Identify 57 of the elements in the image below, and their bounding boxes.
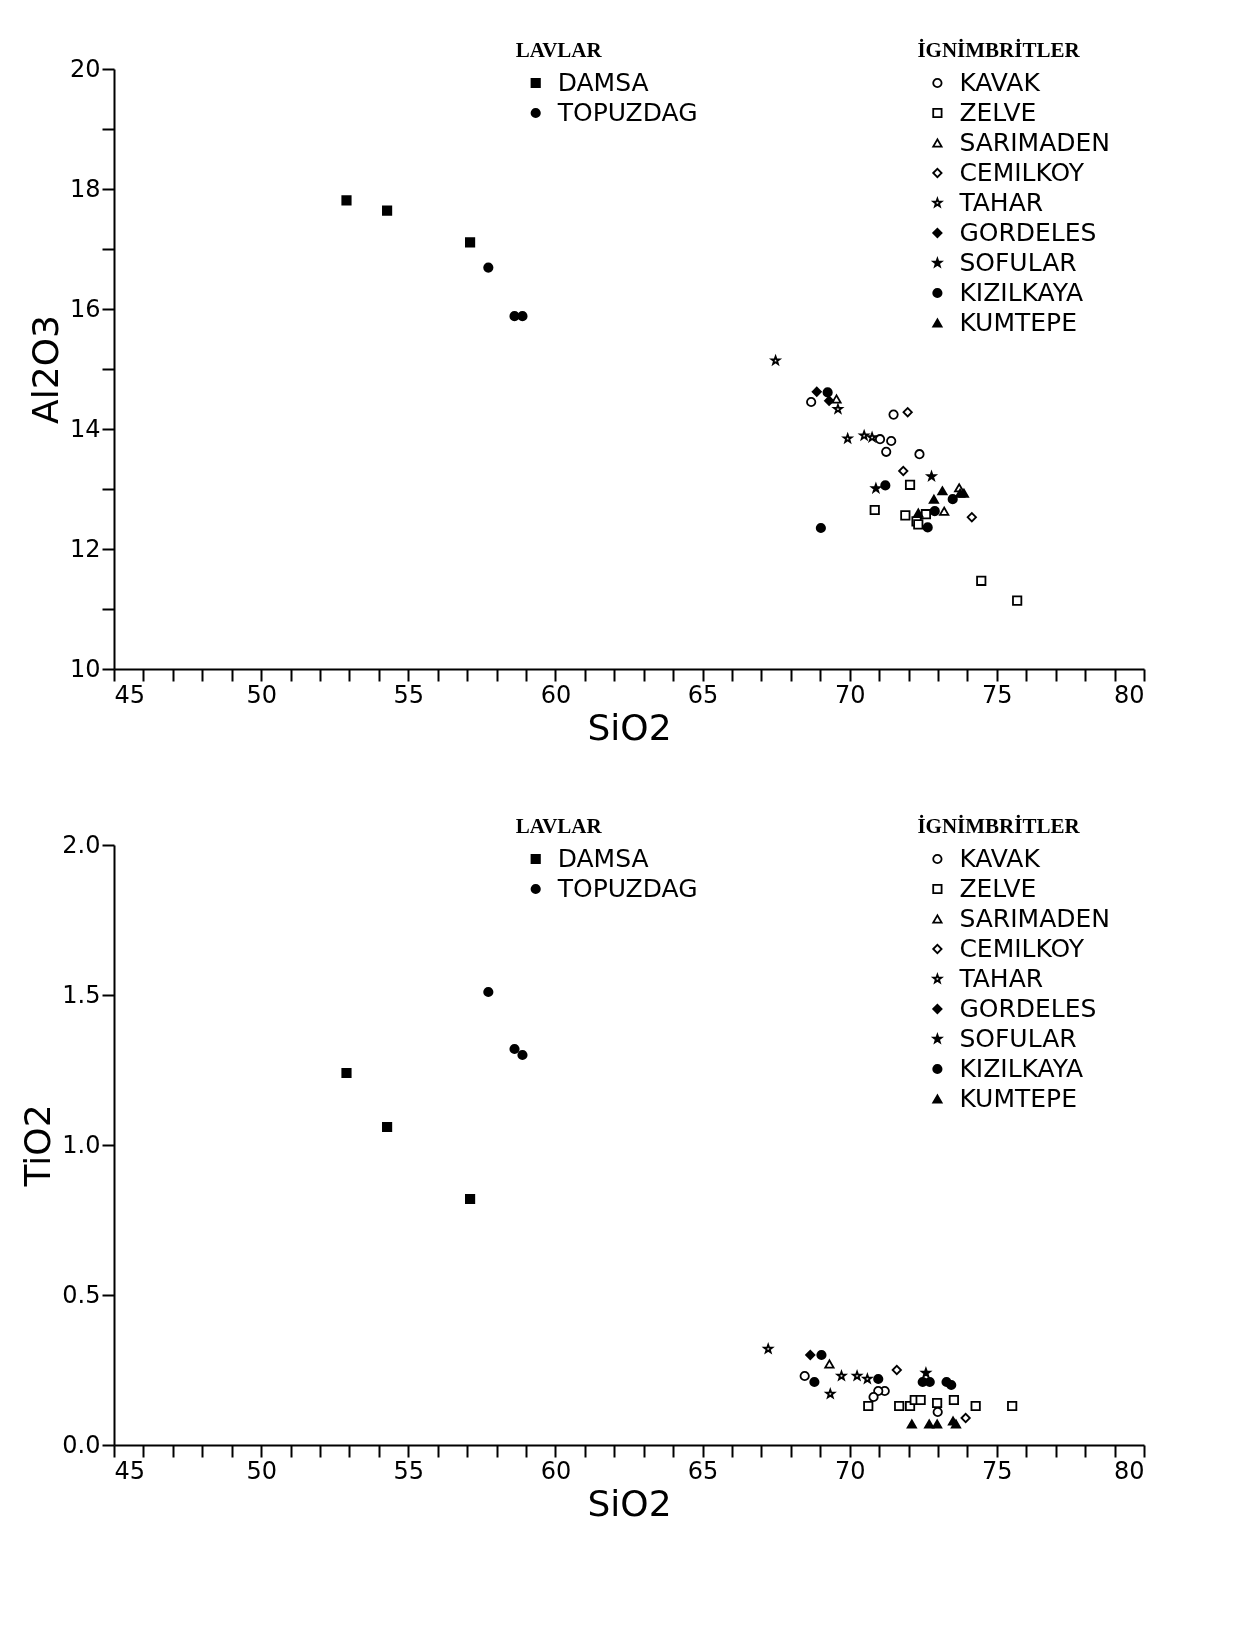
text: LAVLAR — [515, 38, 602, 62]
x-axis-title: SiO2 — [587, 706, 672, 748]
x-tick-label: 80 — [1113, 680, 1145, 709]
y-axis-title: Al2O3 — [24, 315, 66, 424]
x-axis-title: SiO2 — [587, 1482, 672, 1524]
text: LAVLAR — [515, 814, 602, 838]
x-tick-label: 70 — [834, 680, 866, 709]
x-tick-label: 75 — [982, 1456, 1013, 1485]
y-tick-label: 16 — [69, 294, 101, 323]
x-tick-label: 75 — [982, 680, 1013, 709]
x-tick-label: 65 — [687, 680, 719, 709]
y-tick-label: 0.0 — [62, 1430, 101, 1459]
legend-label: SARIMADEN — [959, 904, 1111, 933]
legend-label: ZELVE — [959, 874, 1037, 903]
legend-label: GORDELES — [959, 218, 1097, 247]
y-tick-label: 14 — [69, 414, 101, 443]
text: İGNİMBRİTLER — [917, 38, 1080, 62]
legend-label: TAHAR — [958, 964, 1044, 993]
x-tick-label: 60 — [540, 680, 572, 709]
legend-label: CEMILKOY — [959, 934, 1085, 963]
legend-label: CEMILKOY — [959, 158, 1085, 187]
x-tick-label: 50 — [246, 1456, 277, 1485]
x-tick-label: 80 — [1113, 1456, 1145, 1485]
y-tick-label: 1.5 — [62, 980, 101, 1009]
y-tick-label: 1.0 — [62, 1130, 101, 1159]
y-tick-label: 2.0 — [62, 830, 101, 859]
legend-label: KUMTEPE — [959, 308, 1077, 337]
x-tick-label: 70 — [834, 1456, 866, 1485]
legend-label: SARIMADEN — [959, 128, 1111, 157]
y-tick-label: 20 — [69, 54, 101, 83]
x-tick-label: 55 — [393, 680, 425, 709]
y-tick-label: 10 — [69, 654, 101, 683]
legend-label: KIZILKAYA — [959, 1054, 1084, 1083]
y-tick-label: 18 — [69, 174, 101, 203]
legend-label: SOFULAR — [959, 1024, 1077, 1053]
x-tick-label: 55 — [393, 1456, 425, 1485]
legend-label: DAMSA — [557, 844, 649, 873]
text: İGNİMBRİTLER — [917, 814, 1080, 838]
legend-label: SOFULAR — [959, 248, 1077, 277]
x-tick-label: 45 — [114, 680, 146, 709]
legend-label: KIZILKAYA — [959, 278, 1084, 307]
legend-label: KUMTEPE — [959, 1084, 1077, 1113]
legend-label: TAHAR — [958, 188, 1044, 217]
legend-label: DAMSA — [557, 68, 649, 97]
legend-label: TOPUZDAG — [556, 98, 698, 127]
y-tick-label: 12 — [69, 534, 101, 563]
x-tick-label: 65 — [687, 1456, 719, 1485]
y-axis-title: TiO2 — [17, 1104, 59, 1188]
legend-label: TOPUZDAG — [556, 874, 698, 903]
x-tick-label: 45 — [114, 1456, 146, 1485]
legend-label: ZELVE — [959, 98, 1037, 127]
x-tick-label: 50 — [246, 680, 277, 709]
x-tick-label: 60 — [540, 1456, 572, 1485]
y-tick-label: 0.5 — [62, 1280, 101, 1309]
legend-label: GORDELES — [959, 994, 1097, 1023]
legend-label: KAVAK — [959, 844, 1041, 873]
legend-label: KAVAK — [959, 68, 1041, 97]
